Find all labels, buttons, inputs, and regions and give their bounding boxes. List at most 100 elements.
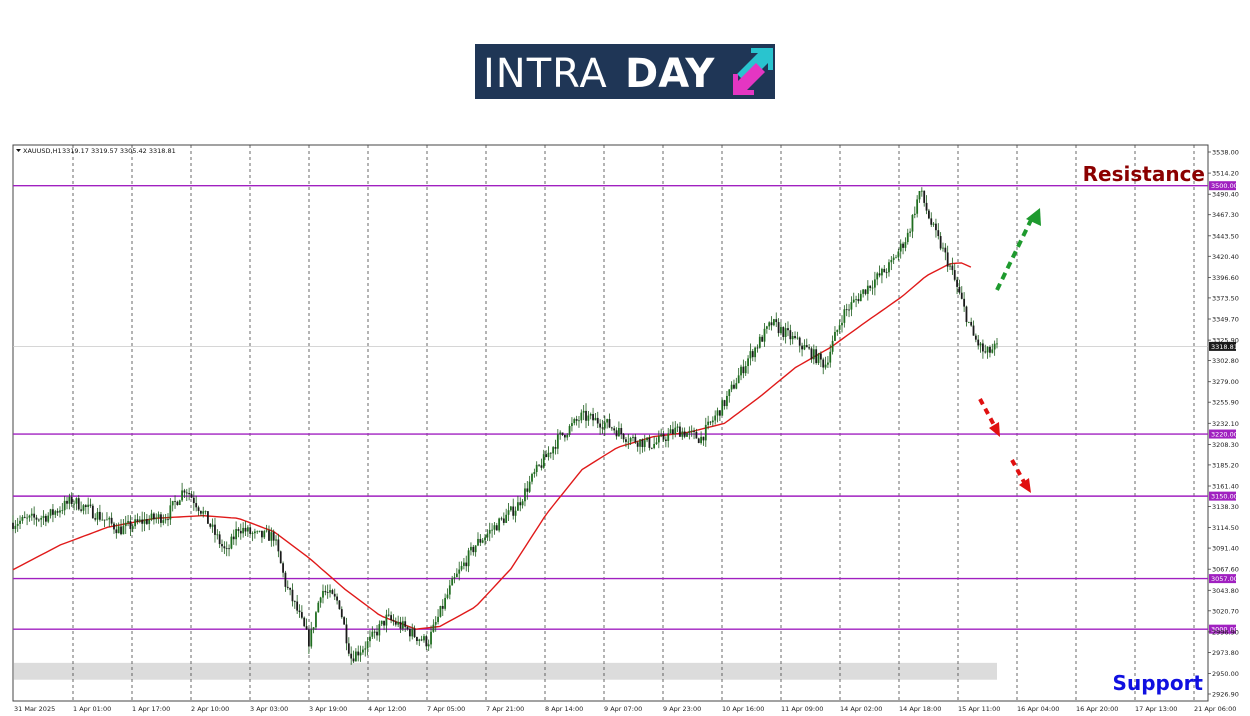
- ohlc-label: 3319.17 3319.57 3305.42 3318.81: [62, 147, 176, 155]
- candle: [925, 195, 928, 215]
- candle: [756, 344, 759, 353]
- candle: [810, 346, 813, 363]
- candle: [803, 339, 806, 351]
- candle: [322, 584, 324, 604]
- y-tick-label: 2973.80: [1212, 649, 1239, 657]
- candle: [270, 527, 273, 547]
- candle: [362, 645, 364, 655]
- candle: [329, 584, 331, 598]
- candle: [124, 515, 127, 535]
- candle: [498, 517, 501, 533]
- candle: [192, 491, 195, 511]
- candle: [73, 500, 75, 511]
- candle: [688, 426, 691, 440]
- candle: [209, 523, 212, 529]
- candle: [113, 521, 115, 534]
- candle: [416, 636, 418, 645]
- candle: [646, 437, 648, 443]
- candle: [242, 522, 245, 538]
- candle: [610, 426, 613, 431]
- x-tick-label: 16 Apr 04:00: [1017, 705, 1059, 713]
- y-tick-label: 3255.90: [1212, 399, 1239, 407]
- candle: [895, 254, 897, 259]
- candle: [923, 190, 926, 207]
- candle: [747, 355, 749, 374]
- candle: [554, 439, 557, 455]
- candle: [817, 352, 820, 365]
- candle: [526, 481, 529, 500]
- candle: [467, 547, 470, 573]
- level-badge-label: 3057.00: [1211, 575, 1238, 583]
- candle: [61, 502, 64, 515]
- current-price-badge: 3318.81: [1209, 341, 1238, 351]
- candle: [984, 344, 987, 354]
- candle: [885, 268, 888, 279]
- candle: [387, 608, 390, 617]
- candle: [246, 525, 249, 537]
- candle: [401, 616, 404, 632]
- candle: [617, 421, 620, 437]
- candle: [535, 461, 538, 477]
- x-tick-label: 1 Apr 01:00: [73, 705, 111, 713]
- candle: [944, 243, 947, 261]
- candle: [296, 594, 299, 614]
- candle: [524, 483, 526, 507]
- y-tick-label: 3138.30: [1212, 503, 1239, 511]
- candle: [702, 436, 705, 446]
- candle: [596, 411, 599, 429]
- candle: [244, 520, 247, 536]
- candle: [376, 625, 378, 641]
- dropdown-triangle-icon: [16, 149, 21, 152]
- support-zone: [14, 662, 997, 680]
- candle: [742, 359, 745, 379]
- candle: [392, 614, 395, 626]
- candle: [305, 618, 308, 630]
- candle: [155, 513, 158, 524]
- candle: [883, 264, 886, 273]
- candle: [974, 333, 977, 343]
- candle: [268, 525, 270, 541]
- candle: [991, 343, 994, 354]
- candle: [14, 520, 17, 534]
- candle: [357, 645, 360, 662]
- candle: [841, 315, 843, 333]
- candle: [96, 508, 99, 526]
- candle: [298, 604, 301, 618]
- candle: [695, 428, 698, 439]
- y-tick-label: 2926.90: [1212, 691, 1239, 699]
- candle: [655, 437, 658, 445]
- candle: [859, 290, 862, 302]
- candle: [568, 424, 571, 437]
- candle: [662, 430, 665, 442]
- candle: [40, 515, 43, 528]
- candle: [221, 539, 223, 553]
- candle: [892, 253, 895, 264]
- candle: [326, 584, 329, 599]
- candle: [160, 511, 162, 528]
- candle: [627, 433, 630, 449]
- x-tick-label: 15 Apr 11:00: [958, 705, 1000, 713]
- candle: [683, 427, 686, 439]
- candle: [735, 377, 738, 390]
- candle: [608, 413, 611, 429]
- candle: [721, 398, 724, 416]
- candle: [174, 495, 176, 509]
- candle: [129, 515, 132, 536]
- x-tick-label: 11 Apr 09:00: [781, 705, 823, 713]
- candle: [87, 497, 90, 515]
- candle: [711, 416, 714, 427]
- candle: [488, 522, 491, 542]
- y-tick-label: 3443.50: [1212, 232, 1239, 240]
- candle: [408, 626, 411, 642]
- candle: [399, 616, 402, 633]
- x-tick-label: 4 Apr 12:00: [368, 705, 406, 713]
- candle: [549, 452, 552, 459]
- candle: [350, 646, 353, 665]
- candle: [594, 413, 597, 421]
- candle: [216, 529, 219, 540]
- candle: [517, 495, 519, 511]
- candle: [181, 482, 183, 502]
- candle: [674, 421, 677, 438]
- candle: [620, 423, 623, 440]
- candle: [653, 436, 656, 450]
